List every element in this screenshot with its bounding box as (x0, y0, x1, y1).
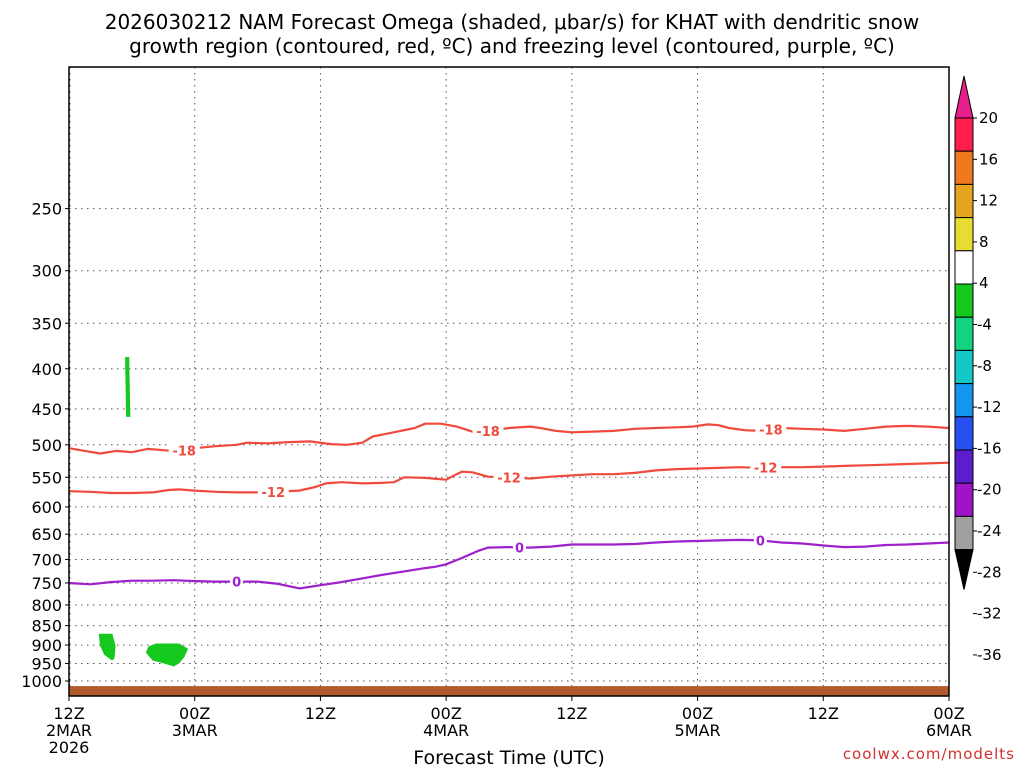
y-tick-label: 600 (31, 498, 62, 517)
colorbar-bottom-arrow (954, 549, 974, 590)
omega-colorbar: 20 16 12 8 4 -4 -8 -12 -16 -20 -24 -28 -32 -36 (954, 75, 1002, 664)
colorbar-label: -36 (977, 646, 1002, 664)
contour-lines: -18 -18 -18 -12 -12 -12 0 0 0 (68, 421, 950, 591)
colorbar-segment (954, 383, 974, 418)
y-tick-label: 450 (31, 400, 62, 419)
chart-title-line-1: 2026030212 NAM Forecast Omega (shaded, μ… (105, 10, 920, 34)
dendritic-contour-minus12 (68, 461, 950, 495)
y-tick-label: 250 (31, 200, 62, 219)
y-tick-label: 300 (31, 262, 62, 281)
omega-shading (98, 357, 189, 667)
y-tick-label: 800 (31, 596, 62, 615)
y-axis-ticks: 2503003504004505005506006507007508008509… (21, 200, 69, 691)
colorbar-label: 8 (979, 233, 989, 251)
colorbar-label: -20 (977, 481, 1002, 499)
colorbar-segment (954, 482, 974, 517)
x-tick-label: 00Z (933, 704, 964, 723)
contour-label: -18 (759, 423, 783, 438)
plot-frame (68, 66, 950, 697)
contour-label-bg (472, 422, 504, 439)
grid-lines (69, 67, 949, 696)
colorbar-segment (954, 217, 974, 252)
y-tick-label: 1000 (21, 672, 62, 691)
site-credit: coolwx.com/modelts (843, 745, 1015, 763)
x-tick-label: 00Z (430, 704, 461, 723)
colorbar-segment (954, 316, 974, 351)
colorbar-segment (954, 349, 974, 385)
y-tick-label: 500 (31, 436, 62, 455)
x-tick-label: 00Z (682, 704, 713, 723)
contour-label-bg (493, 469, 525, 486)
omega-shaded-region (98, 633, 116, 661)
y-tick-label: 350 (31, 314, 62, 333)
colorbar-label: -16 (977, 439, 1002, 457)
y-tick-label: 700 (31, 550, 62, 569)
contour-label: -18 (172, 444, 196, 459)
x-tick-label: 12Z (53, 704, 84, 723)
contour-label: 0 (756, 534, 765, 549)
x-tick-label: 6MAR (926, 721, 972, 740)
y-tick-label: 650 (31, 525, 62, 544)
x-tick-label: 12Z (305, 704, 336, 723)
colorbar-label: -24 (977, 522, 1002, 540)
contour-label: -18 (476, 425, 500, 440)
contour-label: 0 (515, 541, 524, 556)
contour-label-bg (257, 483, 289, 500)
colorbar-segment (954, 449, 974, 484)
y-tick-label: 850 (31, 617, 62, 636)
contour-label-bg (512, 539, 526, 556)
contour-label-bg (168, 442, 200, 459)
colorbar-segment (954, 150, 974, 185)
x-tick-label: 3MAR (172, 721, 218, 740)
contour-label-bg (755, 421, 787, 438)
colorbar-label: 20 (979, 109, 998, 127)
x-tick-label: 2026 (49, 738, 90, 757)
colorbar-segment (954, 250, 974, 285)
y-tick-label: 750 (31, 574, 62, 593)
colorbar-segment (954, 416, 974, 451)
chart-title-line-2: growth region (contoured, red, ºC) and f… (129, 34, 895, 58)
y-tick-label: 900 (31, 636, 62, 655)
colorbar-label: -12 (977, 398, 1002, 416)
colorbar-label: 16 (979, 150, 998, 168)
x-tick-label: 00Z (179, 704, 210, 723)
surface-band (69, 686, 949, 696)
contour-label-bg (750, 459, 782, 476)
x-tick-label: 5MAR (675, 721, 721, 740)
omega-shaded-region (145, 643, 189, 667)
colorbar-label: 12 (979, 192, 998, 210)
freezing-level-contour (68, 538, 950, 590)
x-tick-label: 2MAR (46, 721, 92, 740)
x-tick-label: 12Z (556, 704, 587, 723)
colorbar-label: -28 (977, 563, 1002, 581)
colorbar-label: -4 (977, 316, 992, 334)
colorbar-segment (954, 515, 974, 551)
omega-shaded-region (125, 357, 131, 417)
colorbar-label: -32 (977, 605, 1002, 623)
x-tick-label: 12Z (808, 704, 839, 723)
y-tick-label: 550 (31, 468, 62, 487)
x-tick-label: 4MAR (423, 721, 469, 740)
contour-label: 0 (232, 576, 241, 591)
contour-label: -12 (262, 486, 286, 501)
colorbar-segment (954, 283, 974, 318)
contour-label-bg (230, 573, 244, 590)
colorbar-label: 4 (979, 274, 989, 292)
x-axis-label: Forecast Time (UTC) (413, 747, 604, 768)
colorbar-top-arrow (954, 75, 974, 119)
colorbar-segment (954, 183, 974, 219)
y-tick-label: 400 (31, 360, 62, 379)
y-tick-label: 950 (31, 655, 62, 674)
colorbar-segment (954, 117, 974, 152)
plot-area (69, 67, 949, 696)
contour-label: -12 (754, 462, 778, 477)
contour-label-bg (753, 532, 767, 549)
contour-label: -12 (497, 471, 521, 486)
colorbar-label: -8 (977, 357, 992, 375)
